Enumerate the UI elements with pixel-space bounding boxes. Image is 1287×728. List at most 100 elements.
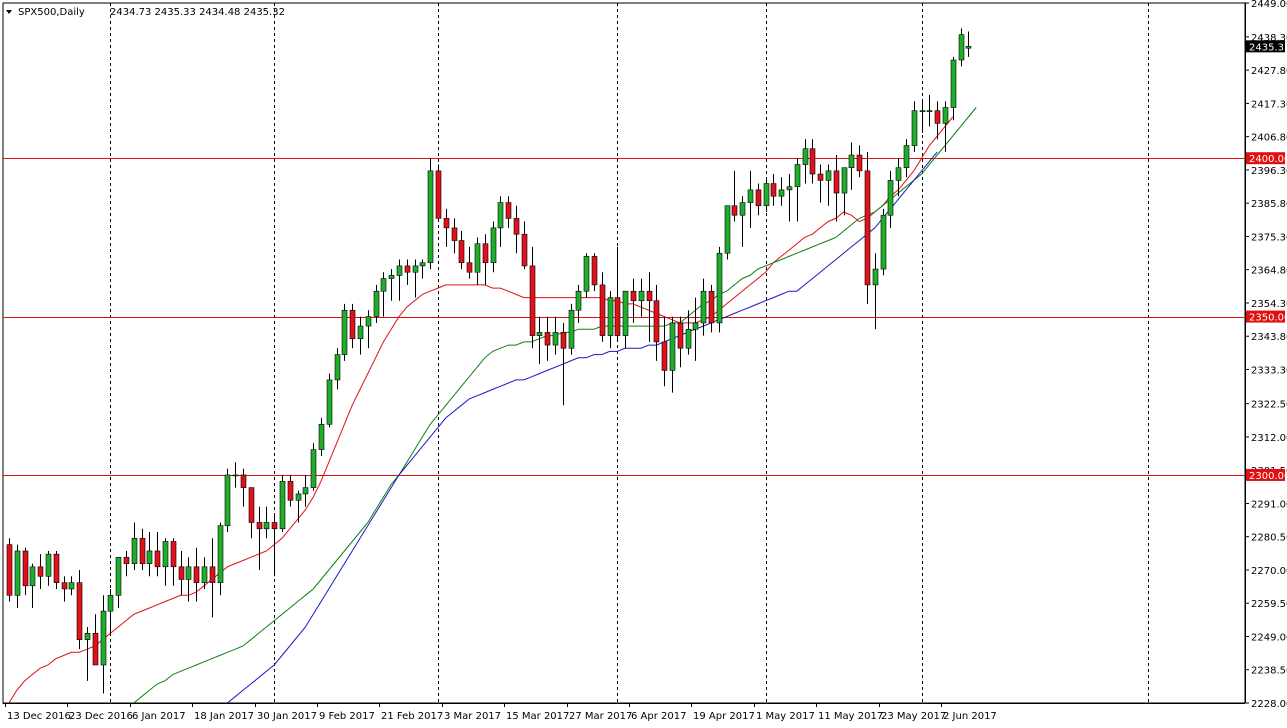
candle — [380, 272, 387, 317]
candle-body — [388, 275, 395, 279]
y-tick-label: 2333.30 — [1251, 365, 1287, 376]
y-tick-label: 2396.30 — [1251, 166, 1287, 177]
candle-body — [419, 262, 426, 267]
candle-body — [6, 544, 13, 596]
candle — [942, 101, 949, 152]
candle-body — [326, 379, 333, 425]
candle — [872, 253, 879, 330]
candle — [521, 221, 528, 270]
candle-body — [926, 110, 933, 112]
candle-body — [490, 227, 497, 264]
candle-body — [365, 316, 372, 327]
candle-body — [287, 480, 294, 501]
candle-body — [677, 322, 684, 349]
candle — [295, 490, 302, 523]
candle — [53, 550, 60, 589]
y-tick-label: 2417.30 — [1251, 99, 1287, 110]
candle — [895, 158, 902, 197]
x-tick-label: 23 Dec 2016 — [69, 711, 133, 722]
candle-body — [295, 493, 302, 501]
candle-body — [833, 170, 840, 194]
candle — [653, 284, 660, 361]
candle-body — [310, 449, 317, 488]
x-tick-label: 11 May 2017 — [818, 711, 883, 722]
candle — [568, 303, 575, 355]
candle-body — [934, 110, 941, 124]
candle-body — [583, 256, 590, 292]
candle — [817, 164, 824, 203]
x-tick-label: 3 Mar 2017 — [444, 711, 501, 722]
candle — [248, 487, 255, 539]
candle-body — [451, 227, 458, 241]
candle — [841, 167, 848, 216]
candle-body — [232, 474, 239, 477]
x-tick-label: 2 Jun 2017 — [943, 711, 997, 722]
candle-body — [591, 256, 598, 286]
candle-body — [76, 582, 83, 640]
candle-body — [396, 265, 403, 276]
candle-body — [708, 290, 715, 324]
candle-body — [763, 183, 770, 207]
y-tick-label: 2322.50 — [1251, 400, 1287, 411]
y-tick-label: 2259.50 — [1251, 599, 1287, 610]
candle-body — [170, 541, 177, 568]
candle-body — [802, 148, 809, 165]
candle-body — [950, 59, 957, 108]
candle — [646, 272, 653, 342]
candle — [661, 316, 668, 387]
candle-body — [427, 170, 434, 264]
candle — [794, 158, 801, 222]
ma-fast-line — [8, 116, 954, 704]
candle — [677, 316, 684, 368]
candle — [864, 151, 871, 304]
candle — [490, 221, 497, 273]
candle — [29, 563, 36, 608]
x-tick-label: 13 Dec 2016 — [7, 711, 71, 722]
candle — [919, 101, 926, 133]
candle-body — [380, 278, 387, 292]
candle — [373, 284, 380, 323]
candle-body — [131, 537, 138, 564]
candle-body — [552, 332, 559, 346]
candle — [302, 474, 309, 507]
candle-body — [716, 252, 723, 324]
candle-body — [848, 154, 855, 169]
x-tick-label: 19 Apr 2017 — [693, 711, 755, 722]
candle — [497, 196, 504, 247]
candle — [61, 576, 68, 602]
candle — [451, 218, 458, 254]
candle — [934, 101, 941, 140]
candle-body — [895, 167, 902, 181]
x-tick-label: 18 Jan 2017 — [194, 711, 254, 722]
candle — [669, 316, 676, 393]
candle-body — [373, 290, 380, 317]
candle-body — [747, 189, 754, 203]
candle-body — [529, 265, 536, 336]
candle-body — [61, 582, 68, 590]
candle-body — [154, 550, 161, 568]
candle — [958, 28, 965, 67]
y-tick-label: 2312.00 — [1251, 433, 1287, 444]
candle-body — [778, 189, 785, 197]
candle-body — [513, 218, 520, 235]
candle-body — [271, 522, 278, 530]
candle — [911, 101, 918, 152]
triangle-down-icon[interactable] — [6, 10, 12, 14]
candle — [833, 155, 840, 222]
candle — [412, 259, 419, 298]
candle — [365, 310, 372, 349]
candle-body — [123, 556, 130, 564]
candle-body — [482, 243, 489, 264]
candle-body — [731, 205, 738, 216]
candle — [256, 506, 263, 570]
candle — [802, 139, 809, 184]
chart-header: SPX500,Daily 2434.73 2435.33 2434.48 243… — [6, 7, 285, 18]
candle-body — [146, 550, 153, 564]
candle-body — [786, 186, 793, 191]
candle — [170, 538, 177, 586]
candle-body — [755, 189, 762, 207]
candle-body — [466, 262, 473, 273]
candle — [84, 626, 91, 681]
